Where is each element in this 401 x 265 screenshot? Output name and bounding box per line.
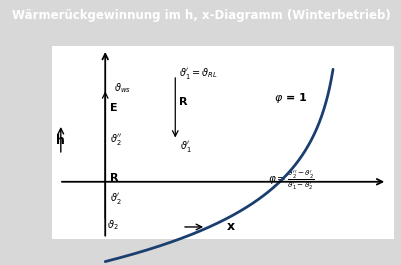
Text: $\varphi$ = 1: $\varphi$ = 1 <box>273 91 307 105</box>
Text: R: R <box>178 98 187 107</box>
Text: $\vartheta_2'$: $\vartheta_2'$ <box>110 191 122 206</box>
Text: $\varphi = \frac{\vartheta_2'' - \vartheta_2'}{\vartheta_1' - \vartheta_2'}$: $\varphi = \frac{\vartheta_2'' - \varthe… <box>267 169 313 192</box>
Text: $\vartheta_2$: $\vartheta_2$ <box>107 218 118 232</box>
FancyBboxPatch shape <box>0 0 401 30</box>
Text: $\vartheta_1' = \vartheta_{RL}$: $\vartheta_1' = \vartheta_{RL}$ <box>178 66 217 81</box>
Text: $\vartheta_2''$: $\vartheta_2''$ <box>110 132 122 147</box>
Text: x: x <box>226 220 234 233</box>
Text: $\vartheta_1'$: $\vartheta_1'$ <box>180 139 192 154</box>
Text: R: R <box>110 173 119 183</box>
Text: E: E <box>110 103 117 113</box>
Bar <box>52 46 393 238</box>
Text: $\vartheta_{ws}$: $\vartheta_{ws}$ <box>113 82 130 95</box>
Text: Wärmerückgewinnung im h, x-Diagramm (Winterbetrieb): Wärmerückgewinnung im h, x-Diagramm (Win… <box>12 9 389 22</box>
Text: h: h <box>56 134 65 147</box>
